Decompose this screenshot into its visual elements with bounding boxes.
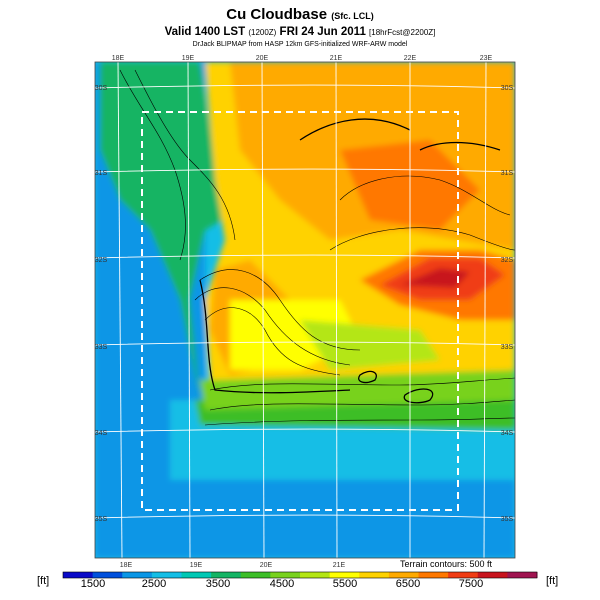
right-lat-label: 30S	[501, 85, 514, 92]
top-lon-label: 23E	[480, 55, 493, 62]
legend-swatch	[151, 572, 182, 578]
legend-swatch	[92, 572, 123, 578]
legend-tick-label: 3500	[205, 578, 231, 590]
terrain-contour-note: Terrain contours: 500 ft	[400, 559, 493, 569]
legend-swatch	[418, 572, 449, 578]
top-lon-label: 20E	[256, 55, 269, 62]
left-lat-label: 33S	[95, 344, 108, 351]
map-field	[95, 62, 515, 558]
legend-swatch	[270, 572, 301, 578]
legend-swatch	[181, 572, 212, 578]
legend-swatch	[211, 572, 242, 578]
legend-outline	[62, 571, 538, 579]
legend-tick-label: 7500	[458, 578, 484, 590]
top-lon-label: 21E	[330, 55, 343, 62]
legend-swatch	[507, 572, 538, 578]
bottom-lon-label: 20E	[260, 562, 273, 569]
bottom-lon-label: 21E	[333, 562, 346, 569]
top-longitude-labels: 18E 19E 20E 21E 22E 23E	[112, 55, 493, 62]
chart-title: Cu Cloudbase (Sfc. LCL)	[0, 6, 600, 23]
right-lat-label: 31S	[501, 170, 514, 177]
legend-swatch	[63, 572, 94, 578]
left-lat-label: 35S	[95, 516, 108, 523]
legend-unit-right: [ft]	[546, 575, 559, 587]
valid-utc: (1200Z)	[248, 28, 277, 37]
top-lon-label: 22E	[404, 55, 417, 62]
legend-swatch	[300, 572, 331, 578]
legend-tick-label: 5500	[332, 578, 358, 590]
right-latitude-labels: 30S 31S 32S 33S 34S 35S	[501, 85, 514, 523]
top-lon-label: 19E	[182, 55, 195, 62]
bottom-lon-label: 19E	[190, 562, 203, 569]
legend-swatch	[122, 572, 153, 578]
forecast-info: [18hrFcst@2200Z]	[369, 28, 436, 37]
legend-tick-label: 2500	[141, 578, 167, 590]
bottom-lon-label: 18E	[120, 562, 133, 569]
legend-swatch	[329, 572, 360, 578]
legend-swatch	[240, 572, 271, 578]
right-lat-label: 35S	[501, 516, 514, 523]
valid-time: Valid 1400 LST	[164, 26, 246, 38]
left-lat-label: 30S	[95, 85, 108, 92]
color-legend-bar	[62, 571, 538, 579]
model-credit: DrJack BLIPMAP from HASP 12km GFS-initia…	[192, 41, 408, 48]
right-lat-label: 34S	[501, 430, 514, 437]
right-lat-label: 33S	[501, 344, 514, 351]
title-text: Cu Cloudbase	[226, 6, 328, 23]
valid-line: Valid 1400 LST (1200Z) FRI 24 Jun 2011 […	[0, 26, 600, 38]
legend-swatch	[477, 572, 508, 578]
left-lat-label: 32S	[95, 257, 108, 264]
legend-swatch	[359, 572, 390, 578]
legend-tick-label: 6500	[395, 578, 421, 590]
left-lat-label: 31S	[95, 170, 108, 177]
legend-tick-label: 4500	[269, 578, 295, 590]
legend-swatch	[388, 572, 419, 578]
left-lat-label: 34S	[95, 430, 108, 437]
legend-swatch	[448, 572, 479, 578]
legend-tick-label: 1500	[80, 578, 106, 590]
top-lon-label: 18E	[112, 55, 125, 62]
legend-unit-left: [ft]	[37, 575, 50, 587]
bottom-longitude-labels: 18E 19E 20E 21E	[120, 562, 346, 569]
right-lat-label: 32S	[501, 257, 514, 264]
title-suffix: (Sfc. LCL)	[331, 11, 374, 21]
valid-date: FRI 24 Jun 2011	[279, 26, 366, 38]
left-latitude-labels: 30S 31S 32S 33S 34S 35S	[95, 85, 108, 523]
